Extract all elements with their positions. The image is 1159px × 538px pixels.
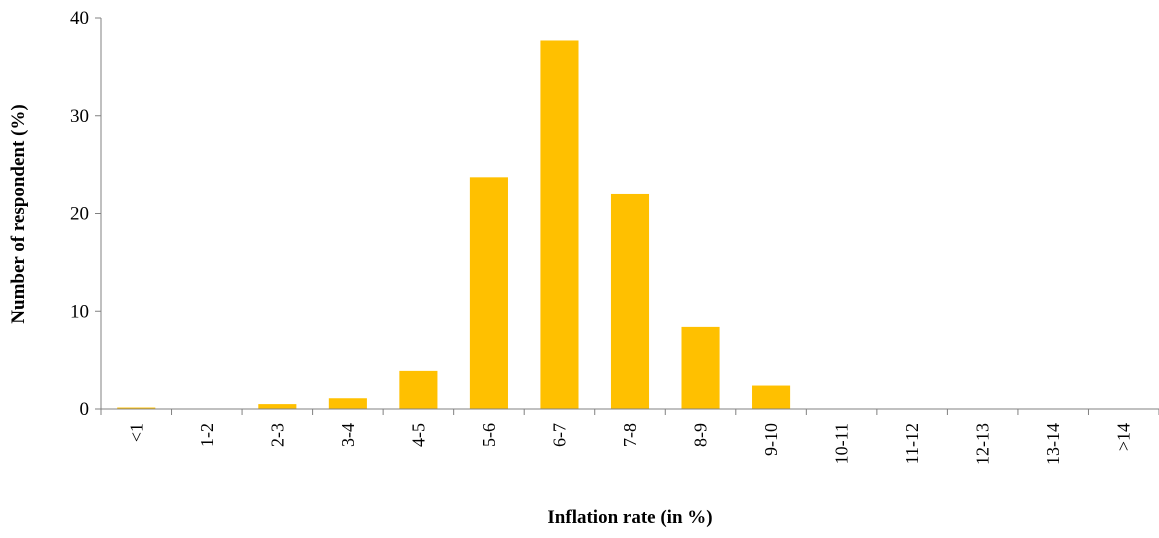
x-tick-label: 4-5 <box>408 423 428 447</box>
x-tick-label: 10-11 <box>832 423 852 464</box>
bar-4-5 <box>399 370 438 409</box>
x-tick-label: >14 <box>1114 423 1134 451</box>
x-tick-label: 3-4 <box>338 423 358 447</box>
bar-8-9 <box>681 326 720 409</box>
y-tick-label: 0 <box>80 399 90 420</box>
bar-3-4 <box>328 398 367 409</box>
x-axis-ticks: <1 1-2 2-3 3-4 4-5 5-6 6-7 7-8 8-9 9-10 10-11 11-12… <box>100 409 1159 465</box>
bars <box>117 40 791 410</box>
x-tick-label: 8-9 <box>691 423 711 447</box>
y-tick-label: 20 <box>70 204 89 225</box>
y-axis-title: Number of respondent (%) <box>8 104 29 323</box>
y-tick-label: 40 <box>70 8 89 29</box>
x-axis-title: Inflation rate (in %) <box>547 507 712 528</box>
y-axis-ticks: 0 10 20 30 40 <box>70 8 101 420</box>
x-tick-label: <1 <box>126 423 146 442</box>
bar-7-8 <box>610 193 650 409</box>
x-tick-label: 2-3 <box>267 423 287 447</box>
bar-2-3 <box>258 404 297 409</box>
x-tick-label: 6-7 <box>549 423 569 447</box>
x-tick-label: 9-10 <box>761 423 781 456</box>
x-tick-label: 13-14 <box>1043 423 1063 465</box>
y-tick-label: 30 <box>70 106 89 127</box>
bar-5-6 <box>469 177 508 409</box>
x-tick-label: 7-8 <box>620 423 640 447</box>
bar-6-7 <box>540 40 579 410</box>
x-tick-label: 12-13 <box>973 423 993 465</box>
x-tick-label: 11-12 <box>902 423 922 464</box>
x-tick-label: 1-2 <box>197 423 217 447</box>
y-tick-label: 10 <box>70 301 89 322</box>
bar-9-10 <box>752 385 791 409</box>
x-tick-label: 5-6 <box>479 423 499 447</box>
bar-<1 <box>117 407 156 409</box>
